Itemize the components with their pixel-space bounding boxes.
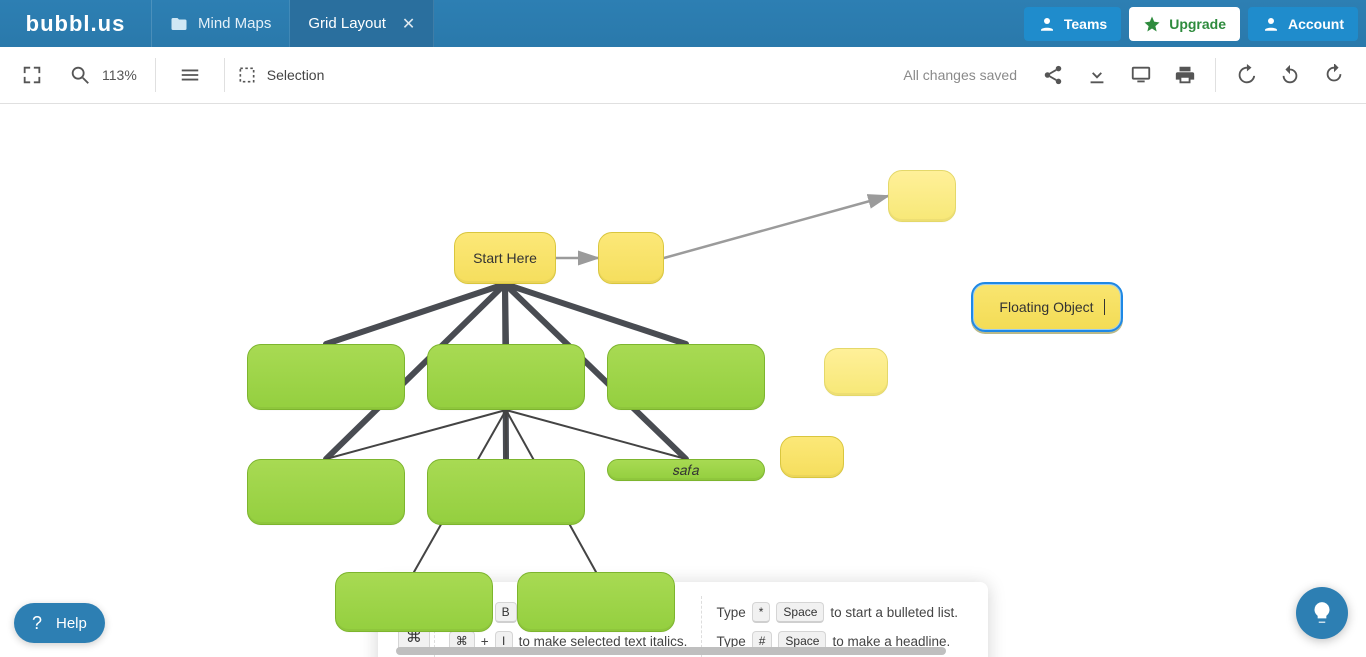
help-button[interactable]: ? Help	[14, 603, 105, 643]
hamburger-icon	[179, 64, 201, 86]
history-button[interactable]	[1224, 53, 1268, 97]
zoom-control[interactable]: 113%	[58, 53, 143, 97]
teams-button[interactable]: Teams	[1024, 7, 1121, 41]
tab-label: Mind Maps	[198, 15, 271, 32]
account-label: Account	[1288, 16, 1344, 32]
print-button[interactable]	[1163, 53, 1207, 97]
zoom-button[interactable]	[58, 53, 102, 97]
canvas[interactable]: ⌘ ⌘ + B to bold selected text.⌘ + I to m…	[0, 104, 1366, 657]
node-label: Floating Object	[989, 299, 1103, 315]
zoom-value: 113%	[102, 67, 143, 83]
keycap: B	[495, 602, 517, 623]
teams-label: Teams	[1064, 16, 1107, 32]
tip-prefix: Type	[716, 605, 745, 620]
mindmap-node[interactable]	[247, 459, 405, 525]
node-label: Start Here	[463, 250, 547, 266]
redo-icon	[1323, 64, 1345, 86]
selection-icon	[237, 65, 257, 85]
share-button[interactable]	[1031, 53, 1075, 97]
idea-fab[interactable]	[1296, 587, 1348, 639]
menu-button[interactable]	[168, 53, 212, 97]
star-icon	[1143, 15, 1161, 33]
logo[interactable]: bubbl.us	[0, 0, 152, 47]
upgrade-label: Upgrade	[1169, 16, 1226, 32]
print-icon	[1174, 64, 1196, 86]
divider	[1215, 58, 1216, 92]
scrollbar-thumb[interactable]	[396, 647, 946, 655]
tab-mindmaps[interactable]: Mind Maps	[152, 0, 290, 47]
toolbar-right	[1031, 53, 1356, 97]
mindmap-node[interactable]	[247, 344, 405, 410]
tip-row: Type *Space to start a bulleted list.	[716, 598, 958, 627]
tab-grid-layout[interactable]: Grid Layout ✕	[290, 0, 434, 47]
horizontal-scrollbar[interactable]	[0, 645, 1366, 657]
divider	[224, 58, 225, 92]
keycap: *	[752, 602, 771, 623]
help-icon: ?	[26, 612, 48, 634]
mindmap-node[interactable]: 𝑠𝑎𝑓𝑎	[607, 459, 765, 481]
download-button[interactable]	[1075, 53, 1119, 97]
undo-button[interactable]	[1268, 53, 1312, 97]
tab-label: Grid Layout	[308, 15, 386, 32]
node-label: 𝑠𝑎𝑓𝑎	[663, 462, 709, 479]
app-header: bubbl.us Mind Maps Grid Layout ✕ Teams U…	[0, 0, 1366, 47]
download-icon	[1086, 64, 1108, 86]
tip-text: to start a bulleted list.	[830, 605, 958, 620]
fit-icon	[21, 64, 43, 86]
account-icon	[1262, 15, 1280, 33]
present-button[interactable]	[1119, 53, 1163, 97]
teams-icon	[1038, 15, 1056, 33]
upgrade-button[interactable]: Upgrade	[1129, 7, 1240, 41]
toolbar: 113% Selection All changes saved	[0, 47, 1366, 104]
mindmap-node[interactable]	[607, 344, 765, 410]
mindmap-node[interactable]	[824, 348, 888, 396]
divider	[155, 58, 156, 92]
help-label: Help	[56, 615, 87, 632]
save-status: All changes saved	[903, 67, 1017, 83]
mindmap-node[interactable]: Start Here	[454, 232, 556, 284]
undo-icon	[1279, 64, 1301, 86]
share-icon	[1042, 64, 1064, 86]
mindmap-node[interactable]	[780, 436, 844, 478]
mindmap-node[interactable]	[335, 572, 493, 632]
mindmap-node[interactable]	[427, 459, 585, 525]
mindmap-node[interactable]: Floating Object	[971, 282, 1123, 332]
mindmap-node[interactable]	[598, 232, 664, 284]
redo-button[interactable]	[1312, 53, 1356, 97]
history-icon	[1235, 64, 1257, 86]
account-button[interactable]: Account	[1248, 7, 1358, 41]
close-tab-icon[interactable]: ✕	[402, 14, 415, 34]
selection-tool[interactable]: Selection	[237, 65, 325, 85]
folder-icon	[170, 15, 188, 33]
lightbulb-icon	[1309, 600, 1335, 626]
selection-label: Selection	[267, 67, 325, 83]
logo-text: bubbl.us	[26, 11, 126, 37]
monitor-icon	[1130, 64, 1152, 86]
keycap: Space	[776, 602, 824, 623]
fit-screen-button[interactable]	[10, 53, 54, 97]
mindmap-node[interactable]	[427, 344, 585, 410]
header-buttons: Teams Upgrade Account	[1024, 0, 1366, 47]
mindmap-node[interactable]	[888, 170, 956, 222]
zoom-icon	[69, 64, 91, 86]
mindmap-node[interactable]	[517, 572, 675, 632]
